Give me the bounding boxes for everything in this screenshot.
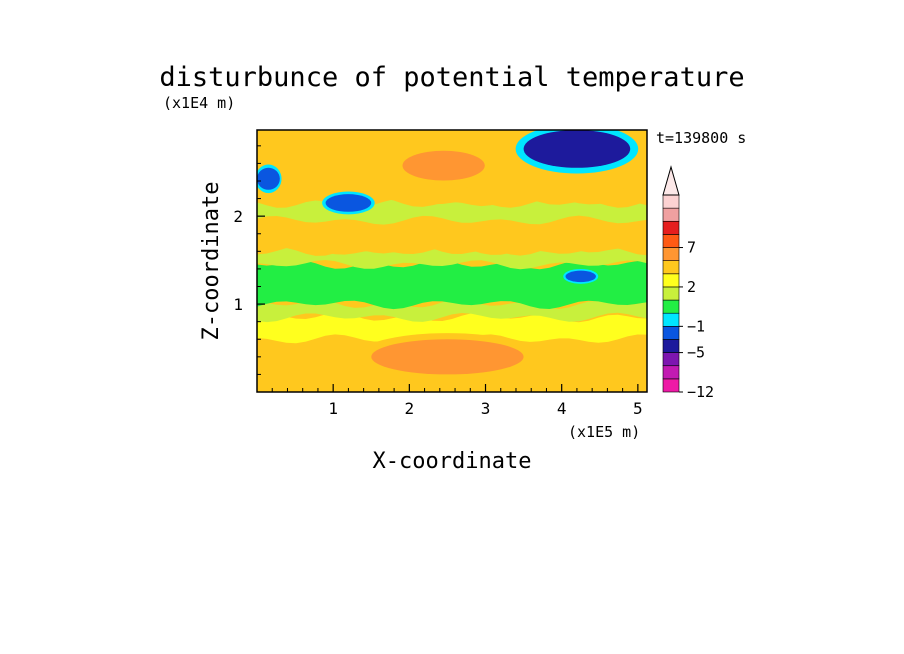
colorbar-segment: [662, 365, 680, 380]
y-axis-label: Z-coordinate: [199, 182, 224, 341]
field-anomaly: [523, 130, 631, 168]
colorbar-tick-label: 7: [687, 239, 696, 257]
colorbar-tick-label: −1: [687, 317, 705, 335]
field-anomaly: [257, 167, 280, 190]
colorbar-segment: [662, 273, 680, 288]
field-anomaly: [325, 194, 372, 212]
x-unit-label: (x1E5 m): [568, 423, 640, 441]
field-band: [257, 299, 647, 323]
colorbar: −12−5−127: [662, 165, 714, 401]
colorbar-extend-arrow: [662, 165, 680, 196]
colorbar-segment: [662, 260, 680, 275]
x-tick-label: 2: [405, 399, 415, 418]
colorbar-segment: [662, 207, 680, 222]
x-tick-label: 3: [481, 399, 491, 418]
colorbar-segment: [662, 378, 680, 393]
field-band: [257, 259, 647, 310]
field-anomaly: [409, 154, 478, 177]
field-anomaly: [565, 270, 596, 283]
field-band: [257, 215, 647, 256]
y-axis: 12: [233, 145, 265, 375]
colorbar-segment: [662, 286, 680, 301]
colorbar-tick-label: 2: [687, 278, 696, 296]
colorbar-segment: [662, 247, 680, 261]
colorbar-segment: [662, 352, 680, 367]
y-unit-label: (x1E4 m): [163, 94, 235, 112]
colorbar-segment: [662, 326, 680, 340]
colorbar-tick-label: −12: [687, 383, 714, 401]
y-tick-label: 2: [233, 207, 243, 226]
colorbar-segment: [662, 220, 680, 235]
chart-title: disturbunce of potential temperature: [159, 62, 744, 93]
time-label: t=139800 s: [656, 129, 746, 147]
y-tick-label: 1: [233, 295, 243, 314]
field-anomaly: [371, 339, 524, 375]
x-tick-label: 4: [557, 399, 567, 418]
colorbar-segment: [662, 339, 680, 353]
x-axis: 1 2 3 4 5: [271, 384, 643, 418]
x-axis-label: X-coordinate: [373, 449, 532, 474]
colorbar-segment: [662, 194, 680, 209]
plot-frame: [256, 129, 648, 393]
colorbar-segment: [662, 312, 680, 327]
heatmap-field: [257, 130, 647, 392]
x-tick-label: 5: [633, 399, 643, 418]
colorbar-segment: [662, 234, 680, 248]
x-tick-label: 1: [328, 399, 338, 418]
colorbar-tick-label: −5: [687, 344, 705, 362]
field-band: [257, 312, 647, 344]
colorbar-segment: [662, 299, 680, 314]
